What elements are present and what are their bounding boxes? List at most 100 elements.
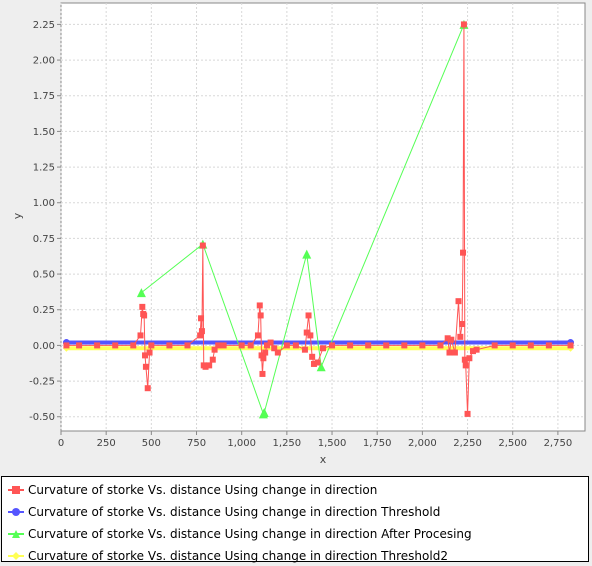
data-point — [144, 385, 151, 392]
data-point — [316, 362, 326, 372]
data-point — [247, 342, 254, 349]
legend-swatch — [8, 506, 24, 518]
data-point — [462, 362, 469, 369]
data-point — [283, 342, 290, 349]
data-point — [166, 342, 173, 349]
data-point — [459, 321, 466, 327]
data-point — [460, 249, 467, 256]
data-point — [473, 346, 480, 353]
x-tick-label: 2,000 — [408, 438, 437, 449]
legend-label: Curvature of storke Vs. distance Using c… — [28, 483, 378, 497]
data-point — [262, 349, 269, 356]
data-point — [305, 312, 312, 319]
legend-item: Curvature of storke Vs. distance Using c… — [8, 547, 448, 565]
data-point — [527, 342, 534, 349]
data-point — [267, 339, 274, 346]
legend-label: Curvature of storke Vs. distance Using c… — [28, 527, 472, 541]
y-tick-label: 0.00 — [33, 341, 55, 352]
plot-area — [60, 2, 586, 432]
data-point — [444, 335, 451, 342]
y-tick-label: 1.75 — [33, 91, 55, 102]
x-tick-label: 1,000 — [227, 438, 256, 449]
x-tick-label: 1,500 — [318, 438, 347, 449]
data-point — [460, 21, 467, 28]
data-point — [220, 342, 227, 349]
data-point — [451, 349, 458, 356]
legend-item: Curvature of storke Vs. distance Using c… — [8, 525, 472, 543]
legend-item: Curvature of storke Vs. distance Using c… — [8, 481, 377, 499]
y-tick-label: -0.50 — [29, 412, 55, 423]
y-tick-label: 1.00 — [33, 198, 55, 209]
data-point — [130, 342, 137, 349]
x-tick-label: 2,750 — [544, 438, 573, 449]
data-point — [401, 342, 408, 349]
data-point — [310, 360, 317, 367]
data-point — [461, 356, 468, 363]
data-point — [446, 349, 453, 356]
data-point — [292, 342, 299, 349]
data-point — [211, 346, 218, 353]
data-point — [206, 362, 213, 369]
data-point — [302, 249, 312, 259]
data-point — [63, 342, 70, 349]
data-point — [94, 342, 101, 349]
x-axis-label: x — [320, 453, 327, 466]
data-point — [238, 342, 245, 349]
data-point — [457, 333, 464, 340]
data-point — [303, 329, 310, 336]
data-point — [148, 342, 155, 349]
data-point — [137, 332, 144, 339]
y-axis-label: y — [11, 212, 24, 219]
data-point — [567, 342, 574, 349]
y-tick-label: 1.50 — [33, 127, 55, 138]
data-point — [202, 363, 209, 370]
data-point — [274, 349, 281, 356]
y-tick-label: 0.50 — [33, 270, 55, 281]
y-axis: -0.50 -0.25 0.00 0.25 0.50 0.75 1.00 1.25 1.50 1.… — [29, 20, 61, 423]
x-axis: 0 250 500 750 1,000 1,250 1,500 1,750 2,000 2,250… — [58, 431, 572, 449]
data-point — [329, 342, 336, 349]
data-point — [314, 359, 321, 366]
data-point — [263, 342, 270, 349]
data-point — [141, 312, 148, 319]
data-point — [491, 342, 498, 349]
data-point — [466, 355, 473, 362]
data-point — [142, 352, 149, 359]
x-tick-label: 1,750 — [363, 438, 392, 449]
data-point — [307, 332, 314, 339]
data-point — [198, 315, 205, 322]
data-point — [365, 342, 372, 349]
data-point — [112, 342, 119, 349]
legend-label: Curvature of storke Vs. distance Using c… — [28, 549, 448, 563]
x-tick-label: 2,250 — [453, 438, 482, 449]
y-tick-label: 0.75 — [33, 234, 55, 245]
legend: Curvature of storke Vs. distance Using c… — [1, 476, 589, 565]
y-tick-label: 1.25 — [33, 163, 55, 174]
data-point — [347, 342, 354, 349]
x-tick-label: 750 — [187, 438, 206, 449]
data-point — [199, 242, 206, 249]
data-point — [259, 370, 266, 377]
data-point — [142, 363, 149, 370]
series-layer — [62, 19, 575, 419]
x-tick-label: 250 — [97, 438, 116, 449]
chart-canvas: 0 250 500 750 1,000 1,250 1,500 1,750 2,000 2,250… — [11, 2, 586, 466]
data-point — [271, 345, 278, 352]
data-point — [197, 332, 204, 339]
y-tick-label: 0.25 — [33, 305, 55, 316]
data-point — [309, 353, 316, 360]
y-tick-label: 2.00 — [33, 56, 55, 67]
y-tick-label: -0.25 — [29, 377, 55, 388]
data-point — [184, 342, 191, 349]
data-point — [259, 407, 269, 417]
data-point — [464, 410, 471, 417]
legend-item: Curvature of storke Vs. distance Using c… — [8, 503, 440, 521]
data-point — [320, 345, 326, 352]
data-point — [301, 346, 308, 353]
x-tick-label: 0 — [58, 438, 64, 449]
y-tick-label: 2.25 — [33, 20, 55, 31]
data-point — [215, 342, 222, 349]
data-point — [448, 336, 455, 343]
data-point — [437, 342, 444, 349]
data-point — [76, 342, 83, 349]
